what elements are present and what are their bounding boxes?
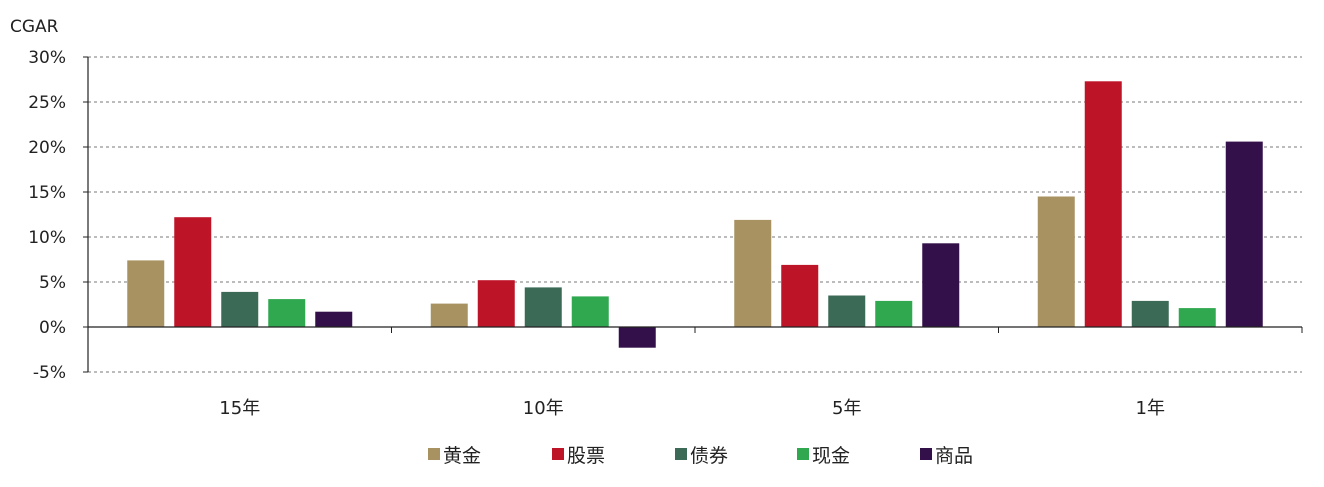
bar: [571, 296, 609, 327]
legend-swatch: [675, 448, 687, 460]
bar: [734, 219, 772, 327]
bar: [828, 295, 866, 327]
legend-swatch: [552, 448, 564, 460]
legend-swatch: [428, 448, 440, 460]
y-tick-label: 15%: [28, 183, 66, 203]
bar: [221, 291, 259, 327]
bar: [477, 280, 515, 327]
bar: [430, 303, 468, 327]
bar: [1084, 81, 1122, 327]
bar: [1225, 141, 1263, 327]
y-axis-label: CGAR: [10, 17, 59, 37]
y-tick-label: -5%: [33, 363, 66, 383]
bar: [922, 243, 960, 327]
legend-label: 债券: [690, 445, 728, 467]
legend-label: 现金: [812, 445, 850, 467]
x-tick-label: 5年: [832, 398, 861, 419]
legend-swatch: [797, 448, 809, 460]
bar: [315, 311, 353, 327]
bar: [1131, 300, 1169, 327]
legend-label: 黄金: [443, 445, 481, 467]
y-tick-label: 0%: [39, 318, 66, 338]
bar: [268, 299, 306, 327]
y-tick-label: 30%: [28, 48, 66, 68]
y-tick-label: 20%: [28, 138, 66, 158]
y-axis-ticks: -5% 0% 5% 10% 15% 20% 25% 30%: [28, 48, 88, 383]
x-tick-label: 1年: [1136, 398, 1165, 419]
bar: [618, 327, 656, 348]
x-axis-labels: 15年 10年 5年 1年: [219, 398, 1165, 419]
y-tick-label: 10%: [28, 228, 66, 248]
legend: 黄金 股票 债券 现金 商品: [428, 445, 973, 467]
bar: [1178, 308, 1216, 327]
axes: [87, 57, 1303, 372]
y-tick-label: 5%: [39, 273, 66, 293]
x-tick-label: 15年: [219, 398, 260, 419]
legend-swatch: [920, 448, 932, 460]
x-tick-label: 10年: [523, 398, 564, 419]
bar: [127, 260, 165, 327]
gridlines: [88, 56, 1302, 373]
bars: [127, 81, 1263, 348]
bar: [1037, 196, 1075, 327]
bar: [524, 287, 562, 327]
y-tick-label: 25%: [28, 93, 66, 113]
bar: [174, 217, 212, 327]
legend-label: 商品: [935, 445, 973, 467]
bar: [781, 264, 819, 327]
legend-label: 股票: [567, 445, 605, 467]
bar: [875, 300, 913, 327]
